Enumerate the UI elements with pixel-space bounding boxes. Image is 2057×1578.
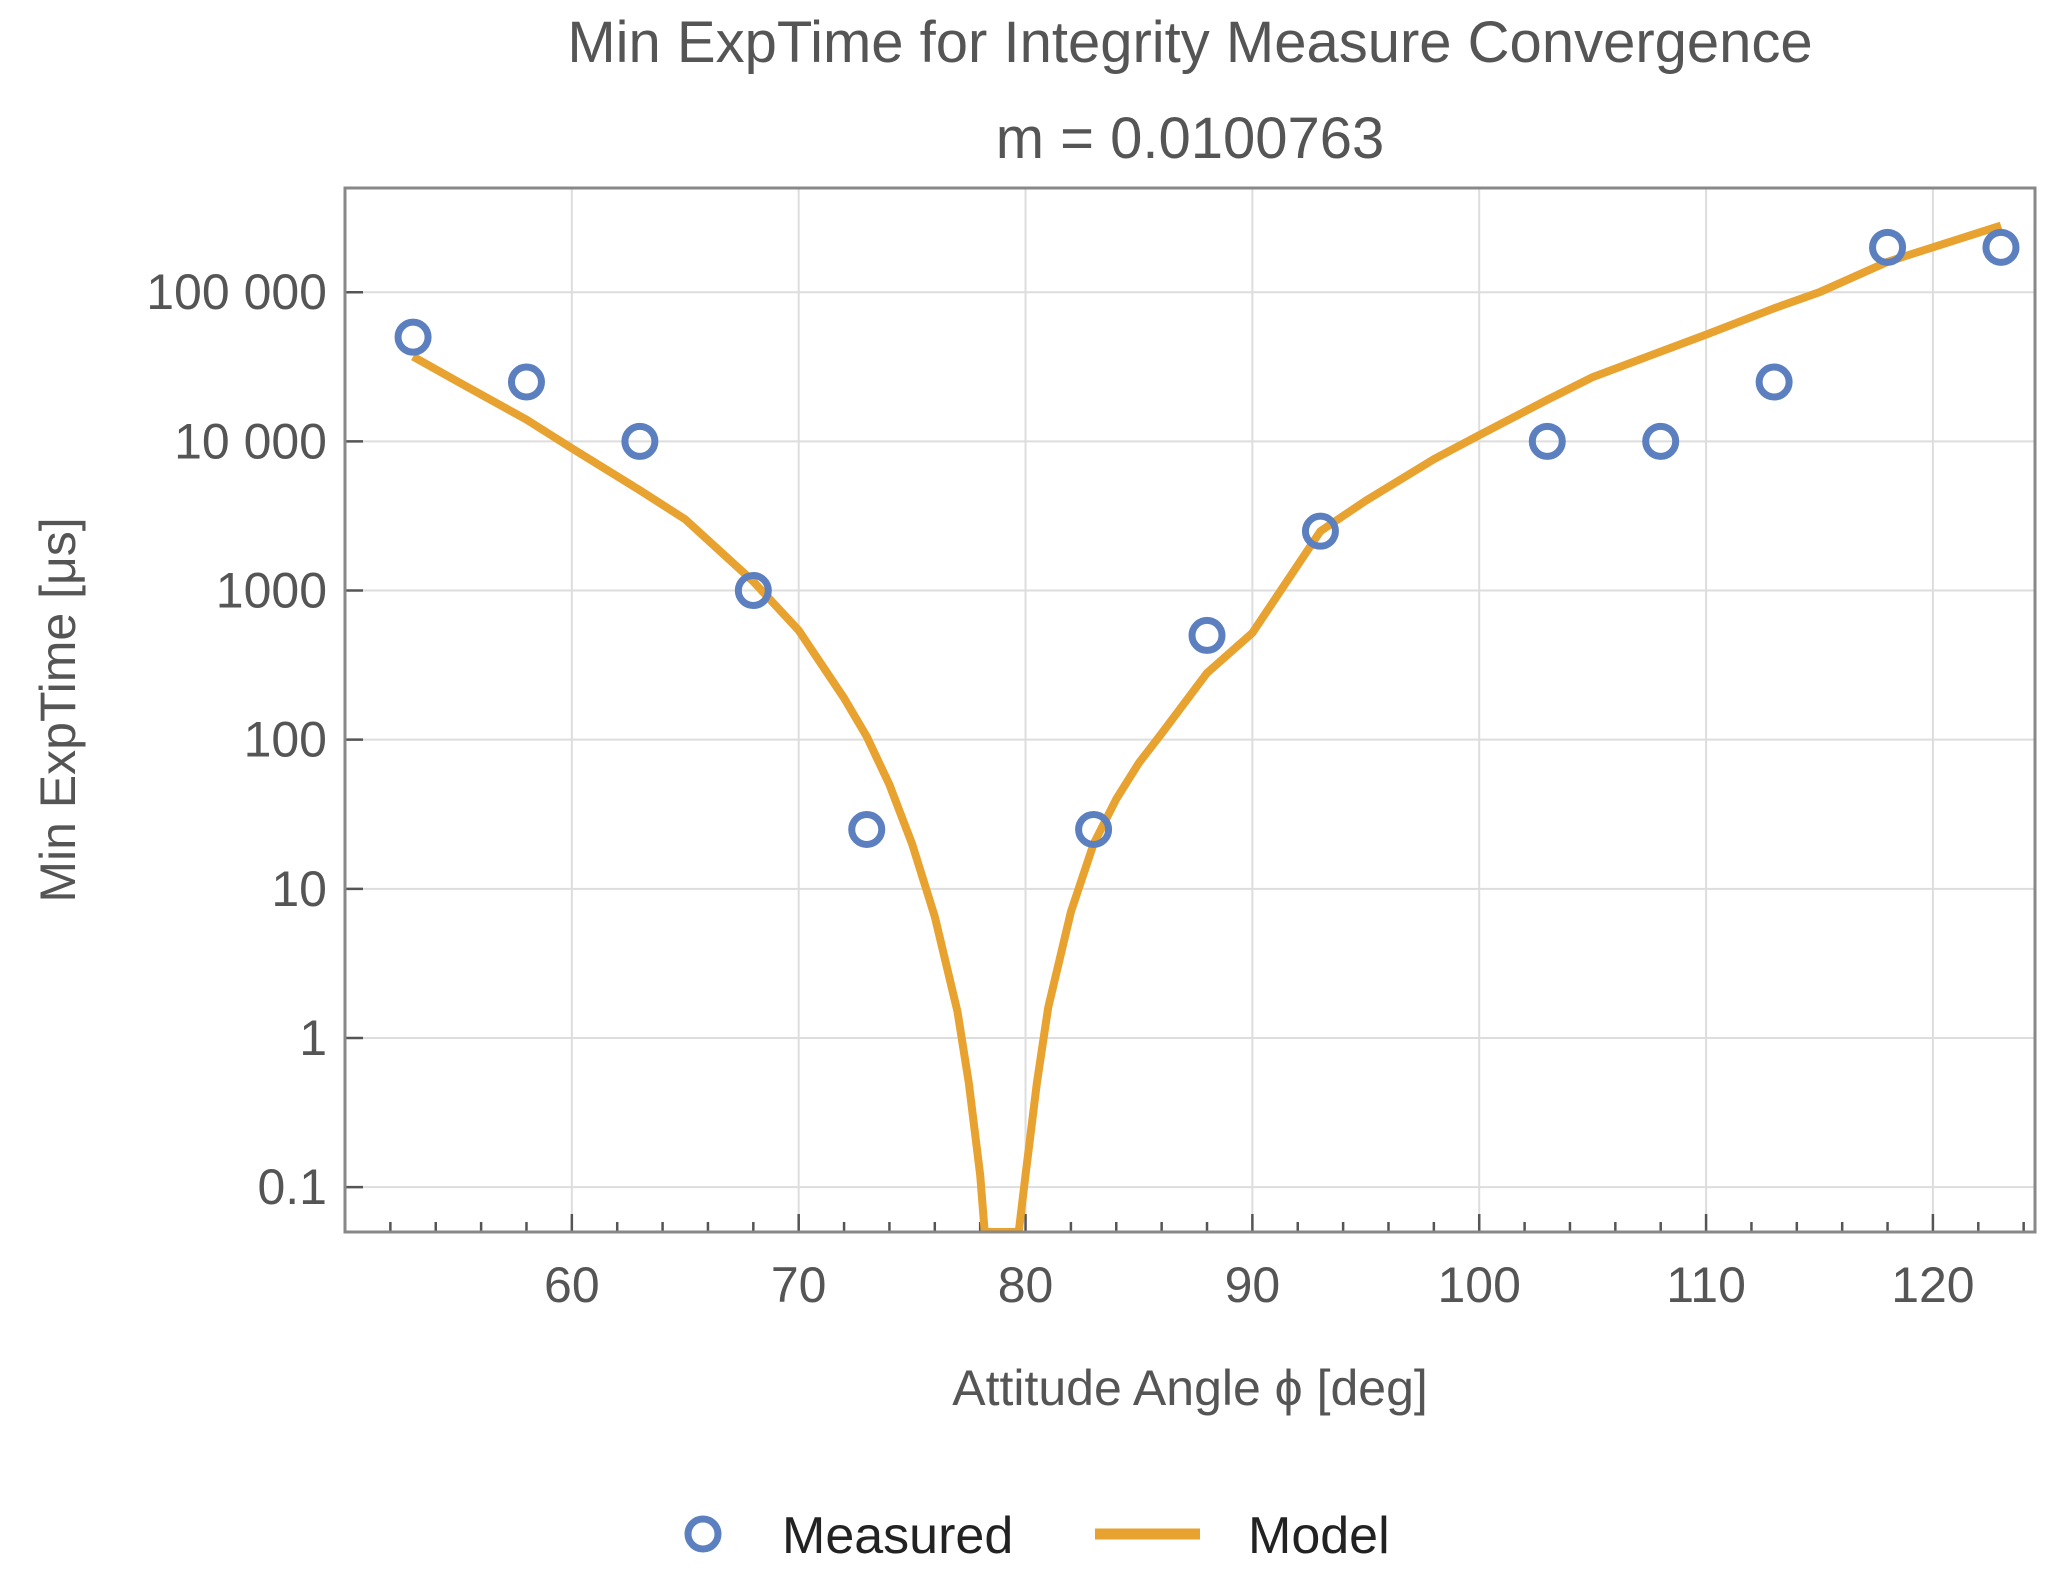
measured-point — [1075, 810, 1113, 848]
x-tick-label: 90 — [1225, 1257, 1281, 1313]
y-tick-labels: 0.1 1 10 100 1000 10 000 100 000 — [146, 264, 327, 1215]
chart-title: Min ExpTime for Integrity Measure Conver… — [567, 10, 1812, 75]
chart-subtitle: m = 0.0100763 — [996, 106, 1385, 171]
measured-point — [1301, 512, 1339, 550]
plot-frame — [343, 186, 2037, 1234]
measured-point — [1528, 422, 1566, 460]
x-tick-label: 110 — [1666, 1257, 1746, 1313]
measured-point — [1982, 228, 2020, 266]
measured-point — [621, 422, 659, 460]
legend-model-label: Model — [1248, 1507, 1390, 1565]
y-tick-label: 100 000 — [146, 264, 327, 320]
x-tick-label: 120 — [1891, 1257, 1974, 1313]
x-axis-title: Attitude Angle ϕ [deg] — [952, 1360, 1428, 1416]
measured-point — [1188, 616, 1226, 654]
legend-measured-marker — [684, 1515, 722, 1553]
grid-lines — [345, 188, 2035, 1232]
x-tick-labels: 60 70 80 90 100 110 120 — [544, 1257, 1975, 1313]
axis-ticks — [345, 290, 2025, 1232]
y-tick-label: 1 — [299, 1010, 327, 1066]
measured-point — [1642, 422, 1680, 460]
x-tick-label: 60 — [544, 1257, 600, 1313]
measured-point — [394, 318, 432, 356]
y-tick-label: 0.1 — [257, 1159, 327, 1215]
legend: Measured Model — [684, 1507, 1390, 1565]
x-tick-label: 70 — [771, 1257, 827, 1313]
measured-point — [848, 810, 886, 848]
measured-point — [734, 572, 772, 610]
legend-measured-label: Measured — [782, 1507, 1013, 1565]
x-tick-label: 100 — [1438, 1257, 1521, 1313]
x-tick-label: 80 — [998, 1257, 1054, 1313]
plot-area — [394, 221, 2020, 1232]
y-axis-title: Min ExpTime [μs] — [30, 517, 86, 902]
y-tick-label: 10 — [271, 861, 327, 917]
measured-point — [1869, 228, 1907, 266]
y-tick-label: 10 000 — [174, 413, 327, 469]
measured-point — [507, 363, 545, 401]
y-tick-label: 1000 — [216, 563, 327, 619]
y-tick-label: 100 — [244, 712, 327, 768]
model-curve — [411, 221, 2003, 1232]
measured-point — [1755, 363, 1793, 401]
